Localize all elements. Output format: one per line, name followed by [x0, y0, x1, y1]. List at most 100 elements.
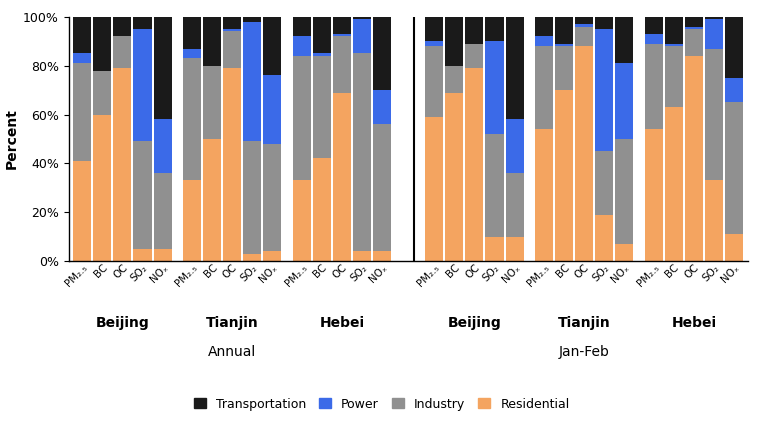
Bar [223, 32, 241, 68]
Bar [425, 117, 443, 261]
Bar [465, 68, 484, 261]
Bar [685, 56, 703, 261]
Bar [153, 173, 172, 249]
Bar [293, 17, 311, 36]
Bar [595, 151, 613, 215]
Bar [373, 124, 391, 251]
Bar [595, 215, 613, 261]
Bar [263, 251, 282, 261]
Bar [665, 44, 683, 46]
Bar [313, 56, 331, 158]
Bar [485, 134, 504, 237]
Bar [446, 93, 463, 261]
Bar [506, 120, 523, 173]
Bar [114, 17, 131, 36]
Bar [725, 102, 743, 234]
Bar [243, 22, 262, 141]
Bar [705, 19, 723, 48]
Bar [615, 63, 633, 139]
Bar [685, 29, 703, 56]
Bar [595, 29, 613, 151]
Bar [333, 34, 351, 36]
Bar [535, 46, 553, 129]
Bar [333, 36, 351, 93]
Bar [595, 17, 613, 29]
Bar [203, 17, 221, 66]
Bar [134, 141, 152, 249]
Bar [293, 181, 311, 261]
Bar [506, 173, 523, 237]
Bar [425, 46, 443, 117]
Bar [535, 36, 553, 46]
Text: Hebei: Hebei [671, 316, 716, 330]
Bar [373, 17, 391, 90]
Bar [313, 17, 331, 53]
Bar [665, 107, 683, 261]
Bar [93, 17, 111, 71]
Bar [353, 251, 371, 261]
Bar [446, 17, 463, 66]
Bar [293, 56, 311, 181]
Bar [134, 249, 152, 261]
Bar [114, 36, 131, 68]
Bar [243, 17, 262, 22]
Bar [183, 48, 201, 59]
Bar [425, 41, 443, 46]
Text: Jan-Feb: Jan-Feb [559, 345, 610, 359]
Bar [555, 90, 573, 261]
Bar [575, 27, 594, 46]
Bar [685, 17, 703, 27]
Bar [73, 53, 92, 63]
Bar [183, 181, 201, 261]
Bar [183, 17, 201, 48]
Bar [73, 63, 92, 161]
Bar [506, 17, 523, 120]
Bar [93, 115, 111, 261]
Bar [535, 129, 553, 261]
Bar [615, 17, 633, 63]
Bar [725, 17, 743, 78]
Bar [203, 139, 221, 261]
Text: Tianjin: Tianjin [206, 316, 259, 330]
Bar [645, 34, 663, 44]
Bar [134, 29, 152, 141]
Bar [555, 46, 573, 90]
Bar [223, 68, 241, 261]
Bar [93, 71, 111, 115]
Text: Annual: Annual [208, 345, 256, 359]
Text: Beijing: Beijing [95, 316, 150, 330]
Text: Tianjin: Tianjin [558, 316, 610, 330]
Bar [665, 46, 683, 107]
Bar [615, 139, 633, 244]
Bar [153, 17, 172, 120]
Legend: Transportation, Power, Industry, Residential: Transportation, Power, Industry, Residen… [194, 397, 569, 410]
Bar [725, 234, 743, 261]
Bar [465, 17, 484, 44]
Bar [263, 17, 282, 75]
Bar [333, 93, 351, 261]
Bar [263, 144, 282, 251]
Bar [73, 17, 92, 53]
Bar [373, 251, 391, 261]
Bar [73, 161, 92, 261]
Bar [114, 68, 131, 261]
Bar [485, 41, 504, 134]
Bar [485, 237, 504, 261]
Bar [645, 44, 663, 129]
Bar [313, 53, 331, 56]
Bar [705, 17, 723, 19]
Bar [425, 17, 443, 41]
Bar [506, 237, 523, 261]
Bar [575, 46, 594, 261]
Bar [134, 17, 152, 29]
Bar [313, 158, 331, 261]
Text: Hebei: Hebei [320, 316, 365, 330]
Bar [575, 17, 594, 24]
Bar [645, 129, 663, 261]
Bar [685, 27, 703, 29]
Bar [615, 244, 633, 261]
Bar [333, 17, 351, 34]
Bar [535, 17, 553, 36]
Bar [705, 181, 723, 261]
Bar [485, 17, 504, 41]
